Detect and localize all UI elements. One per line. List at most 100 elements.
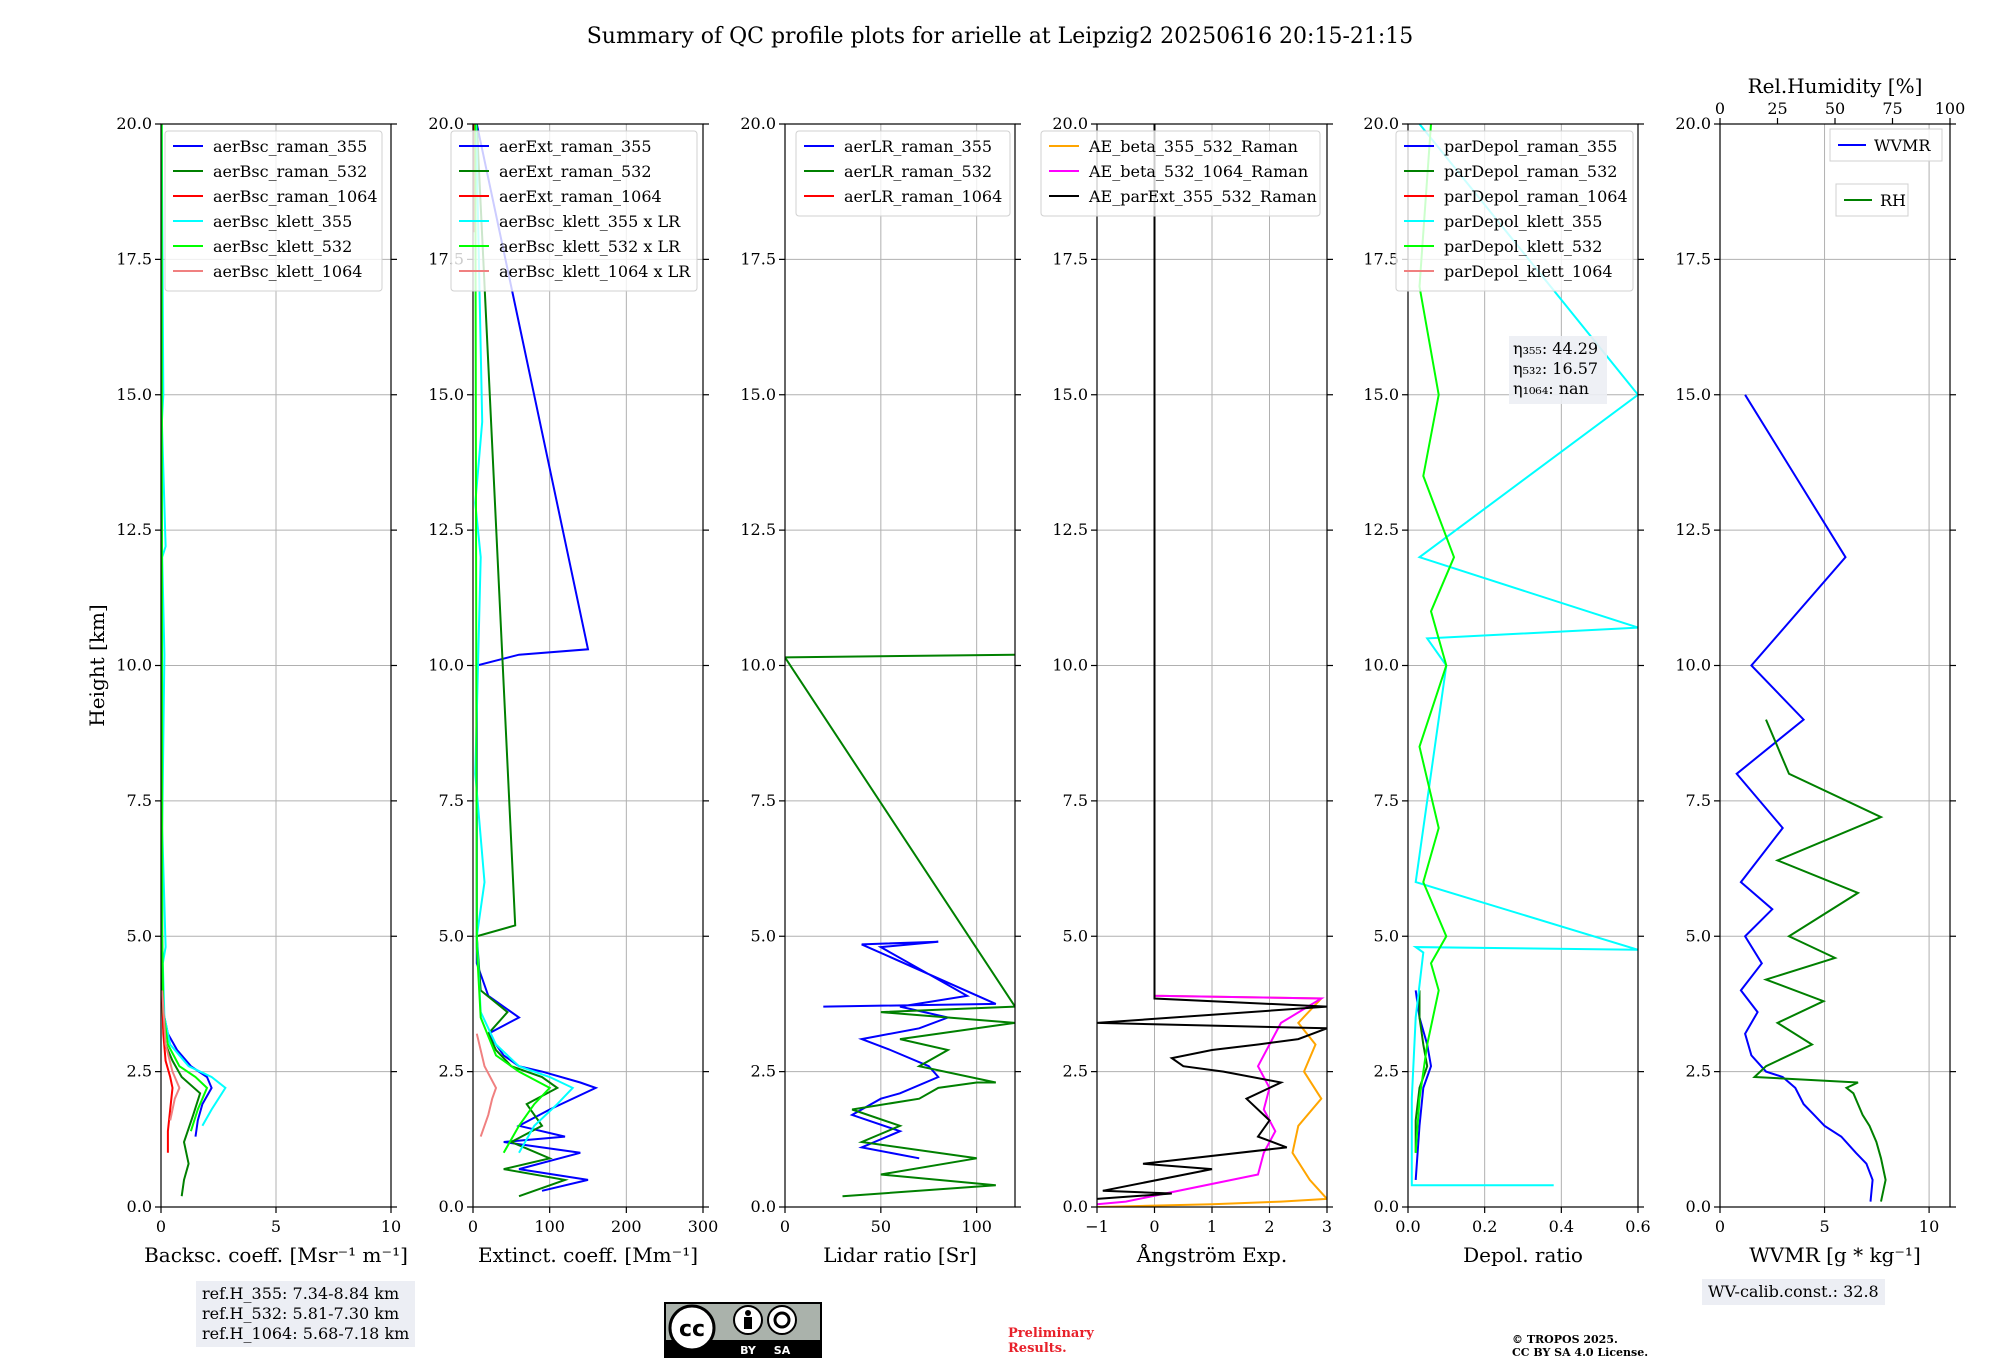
legend-box: [795, 130, 1011, 217]
legend-entry-aerlr-raman-1064: aerLR_raman_1064: [844, 187, 1002, 206]
preliminary-line-1: Preliminary: [1008, 1326, 1094, 1341]
y-tick-label: 5.0: [1063, 926, 1088, 945]
x-tick-label: 200: [611, 1217, 642, 1236]
legend-entry-pardepol-raman-1064: parDepol_raman_1064: [1444, 187, 1628, 206]
series-group: [1097, 124, 1327, 1207]
y-tick-label: 12.5: [740, 520, 776, 539]
eta-annotation: η₃₅₅: 44.29: [1513, 339, 1598, 358]
x-tick-label: 50: [871, 1217, 891, 1236]
x-tick-label: 5: [1819, 1217, 1829, 1236]
top-x-tick-label: 0: [1715, 99, 1725, 118]
x-axis-label: Depol. ratio: [1463, 1243, 1583, 1267]
legend-entry-pardepol-klett-355: parDepol_klett_355: [1444, 212, 1602, 231]
x-tick-label: 10: [381, 1217, 401, 1236]
series-line-aerbsc-raman-1064: [161, 990, 174, 1153]
y-tick-label: 12.5: [116, 520, 152, 539]
top-x-axis-label: Rel.Humidity [%]: [1748, 74, 1923, 98]
y-tick-label: 12.5: [428, 520, 464, 539]
series-line-ae-beta-355-532-raman: [1097, 124, 1327, 1207]
legend: aerLR_raman_355 aerLR_raman_532 aerLR_rama…: [795, 130, 1011, 217]
y-tick-label: 0.0: [1374, 1197, 1399, 1216]
eta-annotation: η₁₀₆₄: nan: [1513, 379, 1589, 398]
y-tick-label: 2.5: [1063, 1062, 1088, 1081]
x-tick-label: 0: [468, 1217, 478, 1236]
y-tick-label: 17.5: [1052, 249, 1088, 268]
panels: 0 5 100.02.55.07.510.012.515.017.520.0Back…: [85, 74, 1965, 1267]
top-x-tick-label: 75: [1882, 99, 1902, 118]
series-line-aerlr-raman-532: [785, 653, 1015, 1198]
y-tick-label: 20.0: [1052, 114, 1088, 133]
legend-entry-aerbsc-klett-1064-x-lr: aerBsc_klett_1064 x LR: [499, 262, 691, 281]
sa-label: SA: [774, 1344, 791, 1357]
x-tick-label: 0: [156, 1217, 166, 1236]
x-tick-label: 100: [961, 1217, 992, 1236]
legend-entry-aerext-raman-355: aerExt_raman_355: [499, 137, 652, 156]
series-group: [161, 124, 227, 1197]
ref-height-1064: ref.H_1064: 5.68-7.18 km: [202, 1324, 410, 1343]
x-tick-label: 1: [1207, 1217, 1217, 1236]
legend: aerExt_raman_355 aerExt_raman_532 aerExt_r…: [450, 130, 698, 292]
series-line-pardepol-raman-355: [1414, 990, 1433, 1180]
x-tick-label: 0.4: [1549, 1217, 1574, 1236]
y-tick-label: 7.5: [1063, 791, 1088, 810]
panel-extinction: 0 100 200 3000.02.55.07.510.012.515.017.520…: [428, 114, 718, 1267]
sa-share-icon: [767, 1305, 797, 1335]
legend-entry-wvmr: WVMR: [1874, 136, 1931, 155]
legend-entry-aerbsc-klett-532: aerBsc_klett_532: [213, 237, 352, 256]
y-tick-label: 15.0: [1675, 385, 1711, 404]
y-tick-label: 5.0: [439, 926, 464, 945]
reference-heights-box: ref.H_355: 7.34-8.84 km ref.H_532: 5.81-…: [196, 1281, 416, 1347]
panel-angstrom: −1 0 1 2 3 0.0 2.5 5.0 7.5 10.0 12.5 15.0 17.5 20.0 Ån…: [1040, 114, 1333, 1267]
eta-annotation: η₅₃₂: 16.57: [1513, 359, 1598, 378]
y-tick-label: 20.0: [1675, 114, 1711, 133]
legend-entry-ae-parext-355-532-raman: AE_parExt_355_532_Raman: [1088, 187, 1317, 206]
y-tick-label: 5.0: [1686, 926, 1711, 945]
series-group: [1735, 394, 1887, 1202]
legend-box: [450, 130, 698, 292]
x-tick-label: 0: [1149, 1217, 1159, 1236]
panel-backscatter: 0 5 10 0.0 2.5 5.0 7.5 10.0 12.5 15.0 17.5 20.0 Back…: [85, 114, 408, 1267]
y-tick-label: 0.0: [1686, 1197, 1711, 1216]
x-tick-label: 0: [780, 1217, 790, 1236]
y-tick-label: 10.0: [1052, 656, 1088, 675]
y-tick-label: 7.5: [751, 791, 776, 810]
series-group: [1410, 124, 1638, 1187]
series-line-aerbsc-klett-532-x-lr: [474, 124, 552, 1154]
by-label: BY: [740, 1344, 757, 1357]
legend-entry-aerlr-raman-532: aerLR_raman_532: [844, 162, 992, 181]
y-tick-label: 10.0: [1363, 656, 1399, 675]
y-tick-label: 7.5: [1686, 791, 1711, 810]
ref-height-532: ref.H_532: 5.81-7.30 km: [202, 1304, 400, 1323]
x-tick-label: 0.2: [1472, 1217, 1497, 1236]
series-line-aerbsc-klett-1064-x-lr: [475, 1033, 498, 1137]
y-tick-label: 0.0: [751, 1197, 776, 1216]
legend: aerBsc_raman_355 aerBsc_raman_532 aerBsc_r…: [164, 130, 383, 292]
y-tick-label: 17.5: [116, 249, 152, 268]
y-tick-label: 7.5: [439, 791, 464, 810]
y-tick-label: 2.5: [1374, 1062, 1399, 1081]
series-line-aerbsc-klett-532: [161, 124, 209, 1132]
y-tick-label: 5.0: [127, 926, 152, 945]
panel-depolarization: 0.0 0.2 0.4 0.6 0.0 2.5 5.0 7.5 10.0 12.5 15.0 17.5…: [1363, 114, 1650, 1267]
y-tick-label: 0.0: [439, 1197, 464, 1216]
figure-title: Summary of QC profile plots for arielle …: [587, 24, 1414, 49]
y-tick-label: 10.0: [116, 656, 152, 675]
legend-entry-rh: RH: [1880, 191, 1906, 210]
series-line-pardepol-klett-532: [1414, 124, 1456, 1153]
y-tick-label: 20.0: [428, 114, 464, 133]
legend-entry-pardepol-raman-532: parDepol_raman_532: [1444, 162, 1617, 181]
x-tick-label: 0.0: [1395, 1217, 1420, 1236]
top-x-tick-label: 50: [1825, 99, 1845, 118]
series-line-aerbsc-klett-1064: [161, 990, 181, 1121]
legend-entry-pardepol-raman-355: parDepol_raman_355: [1444, 137, 1617, 156]
series-line-aerbsc-klett-355: [161, 124, 227, 1127]
y-tick-label: 12.5: [1052, 520, 1088, 539]
y-tick-label: 5.0: [751, 926, 776, 945]
y-tick-label: 10.0: [740, 656, 776, 675]
x-tick-label: 5: [271, 1217, 281, 1236]
legend-entry-aerext-raman-1064: aerExt_raman_1064: [499, 187, 662, 206]
y-tick-label: 17.5: [1363, 249, 1399, 268]
y-tick-label: 15.0: [1363, 385, 1399, 404]
cc-license-badge: cc BY SA: [664, 1302, 822, 1358]
